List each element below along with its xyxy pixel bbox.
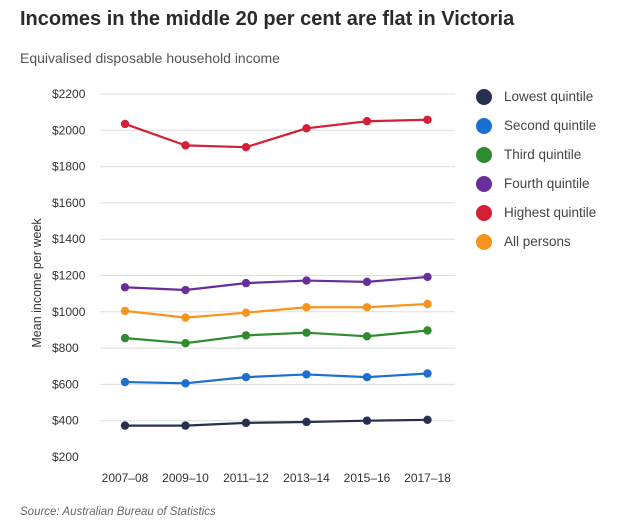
y-tick-label: $2200	[52, 87, 86, 101]
series-highest-quintile	[120, 115, 432, 152]
data-point[interactable]	[423, 272, 432, 282]
x-tick-label: 2009–10	[162, 471, 209, 485]
data-point[interactable]	[362, 303, 372, 312]
data-point[interactable]	[120, 421, 130, 430]
y-tick-label: $1800	[52, 160, 86, 174]
y-tick-label: $800	[52, 341, 79, 355]
y-tick-label: $400	[52, 414, 79, 428]
data-point[interactable]	[181, 285, 190, 295]
x-tick-label: 2013–14	[283, 471, 330, 485]
y-tick-label: $1000	[52, 305, 86, 319]
data-point[interactable]	[302, 328, 311, 337]
legend-label: Third quintile	[504, 147, 582, 162]
legend-swatch	[476, 204, 492, 221]
series-lowest-quintile	[120, 415, 432, 430]
data-point[interactable]	[120, 306, 130, 316]
legend: Lowest quintile Second quintile Third quin…	[476, 82, 596, 256]
series-line	[124, 372, 428, 385]
data-point[interactable]	[362, 332, 372, 341]
data-point[interactable]	[302, 303, 311, 312]
legend-item[interactable]: All persons	[476, 227, 596, 256]
series-third-quintile	[120, 326, 432, 348]
x-tick-label: 2017–18	[404, 471, 451, 485]
legend-label: Highest quintile	[504, 205, 597, 220]
series-line	[124, 275, 428, 292]
y-axis-ticks: $200 $400 $600 $800 $1000 $1200 $1400 $1600 $180…	[52, 87, 86, 464]
data-point[interactable]	[181, 421, 190, 430]
series-line	[125, 418, 428, 427]
gridlines	[100, 93, 455, 422]
data-point[interactable]	[181, 141, 190, 150]
data-point[interactable]	[362, 277, 372, 287]
y-tick-label: $1200	[52, 269, 86, 283]
legend-item[interactable]: Second quintile	[476, 111, 596, 140]
data-point[interactable]	[241, 278, 251, 288]
data-point[interactable]	[120, 119, 130, 129]
source-note: Source: Australian Bureau of Statistics	[20, 506, 216, 518]
y-tick-label: $1400	[52, 232, 86, 246]
series-second-quintile	[120, 369, 432, 388]
data-point[interactable]	[241, 331, 251, 340]
y-tick-label: $1600	[52, 196, 86, 210]
data-point[interactable]	[362, 117, 372, 126]
series-all-persons	[120, 299, 432, 322]
legend-label: Lowest quintile	[504, 89, 594, 104]
y-axis-title: Mean income per week	[30, 218, 44, 348]
series-layer	[120, 115, 432, 430]
legend-item[interactable]: Highest quintile	[476, 198, 596, 227]
data-point[interactable]	[120, 377, 130, 387]
legend-label: All persons	[504, 234, 571, 249]
data-point[interactable]	[241, 308, 251, 317]
y-tick-label: $2000	[52, 123, 86, 137]
x-tick-label: 2015–16	[344, 471, 391, 485]
data-point[interactable]	[362, 372, 372, 382]
chart-subtitle: Equivalised disposable household income	[20, 50, 280, 66]
data-point[interactable]	[181, 379, 190, 388]
legend-item[interactable]: Fourth quintile	[476, 169, 596, 198]
data-point[interactable]	[241, 142, 251, 152]
data-point[interactable]	[423, 415, 432, 424]
data-point[interactable]	[362, 416, 372, 425]
data-point[interactable]	[423, 369, 432, 378]
data-point[interactable]	[181, 338, 190, 348]
series-fourth-quintile	[120, 272, 432, 295]
y-tick-label: $600	[52, 377, 79, 391]
data-point[interactable]	[120, 283, 130, 292]
legend-swatch	[476, 175, 492, 192]
data-point[interactable]	[423, 115, 432, 124]
data-point[interactable]	[241, 372, 251, 382]
legend-item[interactable]: Third quintile	[476, 140, 596, 169]
legend-item[interactable]: Lowest quintile	[476, 82, 596, 111]
data-point[interactable]	[181, 313, 190, 322]
series-line	[124, 118, 428, 149]
data-point[interactable]	[302, 276, 311, 285]
data-point[interactable]	[302, 370, 311, 379]
data-point[interactable]	[423, 326, 432, 335]
data-point[interactable]	[302, 124, 311, 133]
legend-swatch	[476, 146, 492, 163]
data-point[interactable]	[120, 333, 130, 343]
data-point[interactable]	[423, 299, 432, 309]
data-point[interactable]	[302, 417, 311, 427]
data-point[interactable]	[241, 418, 251, 428]
x-axis-ticks: 2007–08 2009–10 2011–12 2013–14 2015–16 2017–…	[102, 471, 452, 485]
series-line	[124, 302, 428, 319]
x-tick-label: 2011–12	[223, 471, 269, 485]
legend-swatch	[476, 233, 492, 250]
line-chart: $200 $400 $600 $800 $1000 $1200 $1400 $1600 $180…	[30, 87, 455, 485]
x-tick-label: 2007–08	[102, 471, 149, 485]
series-line	[124, 329, 428, 345]
legend-swatch	[476, 117, 492, 134]
legend-swatch	[476, 88, 492, 105]
legend-label: Fourth quintile	[504, 176, 590, 191]
legend-label: Second quintile	[504, 118, 597, 133]
chart-title: Incomes in the middle 20 per cent are fl…	[20, 8, 515, 30]
y-tick-label: $200	[52, 450, 79, 464]
